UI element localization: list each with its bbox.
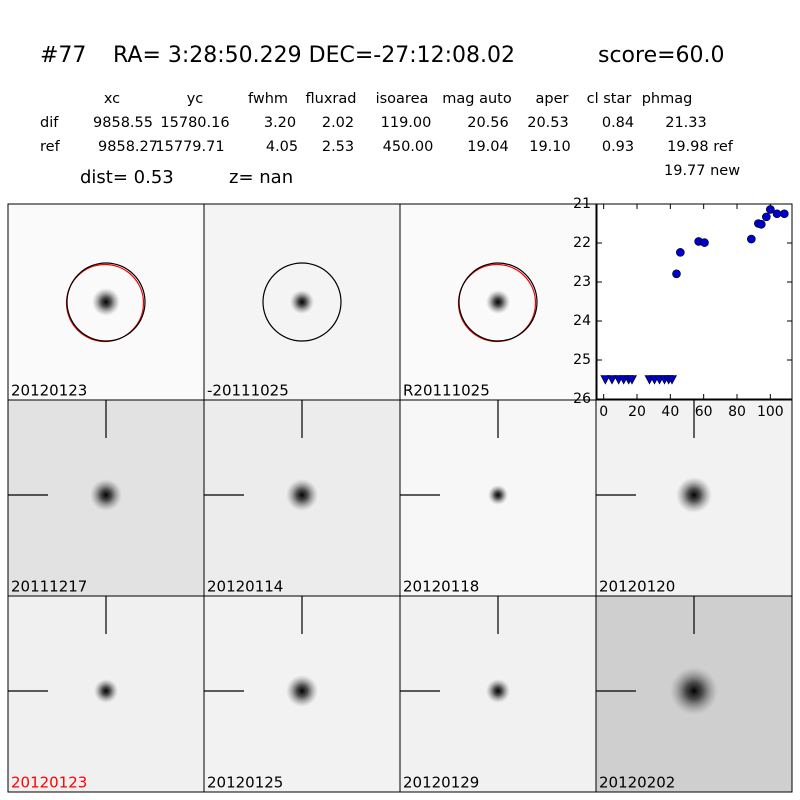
source-blob [486, 679, 510, 703]
table-cell: 0.93 [602, 139, 634, 155]
table-cell: 15779.71 [155, 139, 224, 155]
y-tick-label: 24 [573, 313, 591, 329]
upper-limit-point [667, 375, 677, 385]
table-cell: 9858.55 [93, 115, 153, 131]
panel-label: 20120129 [403, 774, 479, 792]
upper-limit-point [600, 375, 611, 385]
upper-limit-point [607, 375, 617, 385]
table-cell: 19.04 [467, 139, 509, 155]
table-cell: 450.00 [383, 139, 434, 155]
source-blob [488, 485, 508, 505]
source-blob [94, 679, 118, 703]
source-blob [286, 479, 318, 511]
table-cell: 19.10 [529, 139, 571, 155]
dist: dist= 0.53 [80, 167, 174, 188]
y-tick-label: 25 [573, 352, 591, 368]
score: score=60.0 [598, 43, 725, 68]
panel-label: 20120123 [11, 774, 87, 792]
data-point [672, 269, 681, 279]
panel-label: 20120202 [599, 774, 675, 792]
aperture [66, 262, 146, 342]
aperture [262, 262, 342, 342]
column-header: yc [187, 91, 204, 107]
y-tick-label: 26 [573, 391, 591, 407]
table-cell: 20.56 [467, 115, 509, 131]
source-blob [676, 477, 712, 513]
x-tick-label: 40 [661, 404, 679, 420]
source-blob [92, 288, 120, 316]
table-cell: 4.05 [266, 139, 298, 155]
candidate-id: #77 [40, 43, 86, 68]
source-blob [486, 290, 510, 314]
table-cell: 9858.27 [98, 139, 158, 155]
row-label: dif [40, 115, 59, 131]
panel-label: 20120118 [403, 578, 479, 596]
source-blob [290, 290, 314, 314]
x-tick-label: 100 [757, 404, 784, 420]
column-header: aper [536, 91, 569, 107]
x-tick-label: 20 [628, 404, 646, 420]
y-tick-label: 22 [573, 235, 591, 251]
panel-label: 20120125 [207, 774, 283, 792]
table-cell: 2.02 [322, 115, 354, 131]
aperture [458, 262, 538, 342]
upper-limit-point [627, 375, 637, 385]
table-cell: 2.53 [322, 139, 354, 155]
data-point [700, 238, 709, 247]
table-cell: 19.98 ref [667, 139, 734, 155]
x-tick-label: 80 [728, 404, 746, 420]
data-point [762, 212, 771, 222]
table-cell: 20.53 [527, 115, 569, 131]
x-tick-label: 60 [695, 404, 713, 420]
coords: RA= 3:28:50.229 DEC=-27:12:08.02 [113, 43, 515, 68]
z: z= nan [229, 167, 293, 188]
table-cell: 119.00 [381, 115, 432, 131]
column-header: isoarea [376, 91, 429, 107]
column-header: cl star [587, 91, 632, 107]
data-point [780, 209, 789, 219]
table-cell: 0.84 [602, 115, 634, 131]
panel-label: R20111025 [403, 382, 490, 400]
panel-label: 20120114 [207, 578, 283, 596]
table-cell: 3.20 [264, 115, 296, 131]
data-point [757, 219, 766, 229]
column-header: fluxrad [306, 91, 357, 107]
y-tick-label: 21 [573, 196, 591, 212]
plot-area [596, 203, 793, 400]
row-label: ref [40, 139, 61, 155]
source-blob [286, 675, 318, 707]
column-header: mag auto [442, 91, 512, 107]
phmag-new: 19.77 new [664, 163, 740, 179]
x-tick-label: 0 [599, 404, 608, 420]
column-header: xc [104, 91, 120, 107]
table-cell: 15780.16 [160, 115, 229, 131]
column-header: fwhm [248, 91, 288, 107]
data-point [772, 209, 782, 219]
column-header: phmag [642, 91, 693, 107]
table-cell: 21.33 [665, 115, 707, 131]
panel-label: 20120123 [11, 382, 87, 400]
panel-label: -20111025 [207, 382, 289, 400]
data-point [747, 234, 756, 244]
source-blob [670, 667, 718, 715]
panel-label: 20111217 [11, 578, 87, 596]
data-point [676, 248, 685, 257]
data-point [766, 205, 775, 214]
source-blob [90, 479, 122, 511]
y-tick-label: 23 [573, 274, 591, 290]
panel-label: 20120120 [599, 578, 675, 596]
